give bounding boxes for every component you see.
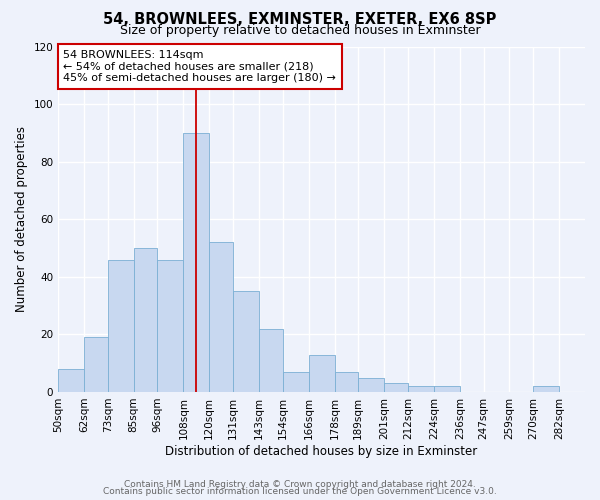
- Bar: [84, 338, 108, 392]
- Bar: [283, 372, 308, 392]
- Bar: [533, 386, 559, 392]
- Text: Contains HM Land Registry data © Crown copyright and database right 2024.: Contains HM Land Registry data © Crown c…: [124, 480, 476, 489]
- Bar: [134, 248, 157, 392]
- Bar: [58, 369, 84, 392]
- Text: 54 BROWNLEES: 114sqm
← 54% of detached houses are smaller (218)
45% of semi-deta: 54 BROWNLEES: 114sqm ← 54% of detached h…: [64, 50, 337, 83]
- Text: Size of property relative to detached houses in Exminster: Size of property relative to detached ho…: [119, 24, 481, 37]
- Bar: [259, 328, 283, 392]
- Bar: [408, 386, 434, 392]
- Bar: [434, 386, 460, 392]
- Y-axis label: Number of detached properties: Number of detached properties: [15, 126, 28, 312]
- X-axis label: Distribution of detached houses by size in Exminster: Distribution of detached houses by size …: [166, 444, 478, 458]
- Bar: [157, 260, 184, 392]
- Bar: [233, 291, 259, 392]
- Text: Contains public sector information licensed under the Open Government Licence v3: Contains public sector information licen…: [103, 487, 497, 496]
- Bar: [108, 260, 134, 392]
- Bar: [209, 242, 233, 392]
- Text: 54, BROWNLEES, EXMINSTER, EXETER, EX6 8SP: 54, BROWNLEES, EXMINSTER, EXETER, EX6 8S…: [103, 12, 497, 28]
- Bar: [335, 372, 358, 392]
- Bar: [184, 133, 209, 392]
- Bar: [358, 378, 384, 392]
- Bar: [308, 354, 335, 392]
- Bar: [384, 384, 408, 392]
